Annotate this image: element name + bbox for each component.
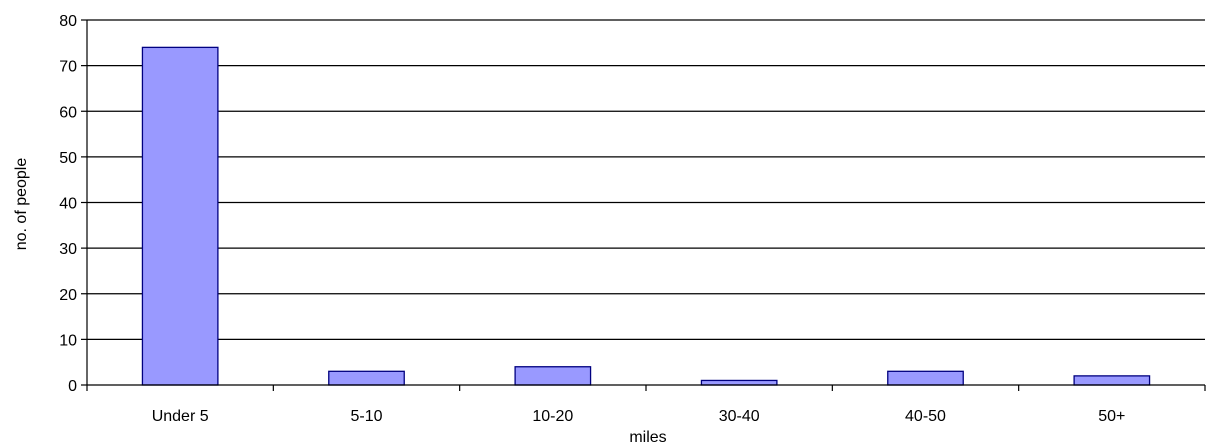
y-tick-label-70: 70 (59, 59, 77, 76)
x-tick-label-1: 5-10 (350, 408, 382, 425)
bar-2 (514, 366, 592, 386)
gridlines (87, 19, 1205, 340)
bars (141, 46, 1151, 386)
bar-4 (887, 370, 964, 386)
bar-0 (141, 46, 219, 386)
x-tick-label-2: 10-20 (532, 408, 573, 425)
x-axis-label: miles (629, 429, 666, 446)
bar-1 (328, 370, 405, 386)
y-axis-label: no. of people (13, 158, 30, 251)
y-tick-labels: 0 10 20 30 40 50 60 70 80 (59, 13, 77, 395)
x-tick-label-0: Under 5 (152, 408, 209, 425)
x-tick-label-3: 30-40 (719, 408, 760, 425)
y-tick-label-20: 20 (59, 287, 77, 304)
y-tick-label-50: 50 (59, 150, 77, 167)
y-tick-label-30: 30 (59, 241, 77, 258)
bar-5 (1073, 375, 1151, 386)
y-tick-label-0: 0 (68, 378, 77, 395)
x-tick-label-4: 40-50 (905, 408, 946, 425)
x-tick-labels: Under 5 5-10 10-20 30-40 40-50 50+ (152, 408, 1126, 425)
axes (81, 19, 1206, 391)
y-tick-label-10: 10 (59, 332, 77, 349)
x-tick-label-5: 50+ (1098, 408, 1125, 425)
bar-3 (700, 379, 778, 386)
y-tick-label-60: 60 (59, 104, 77, 121)
y-tick-label-80: 80 (59, 13, 77, 30)
y-tick-label-40: 40 (59, 196, 77, 213)
